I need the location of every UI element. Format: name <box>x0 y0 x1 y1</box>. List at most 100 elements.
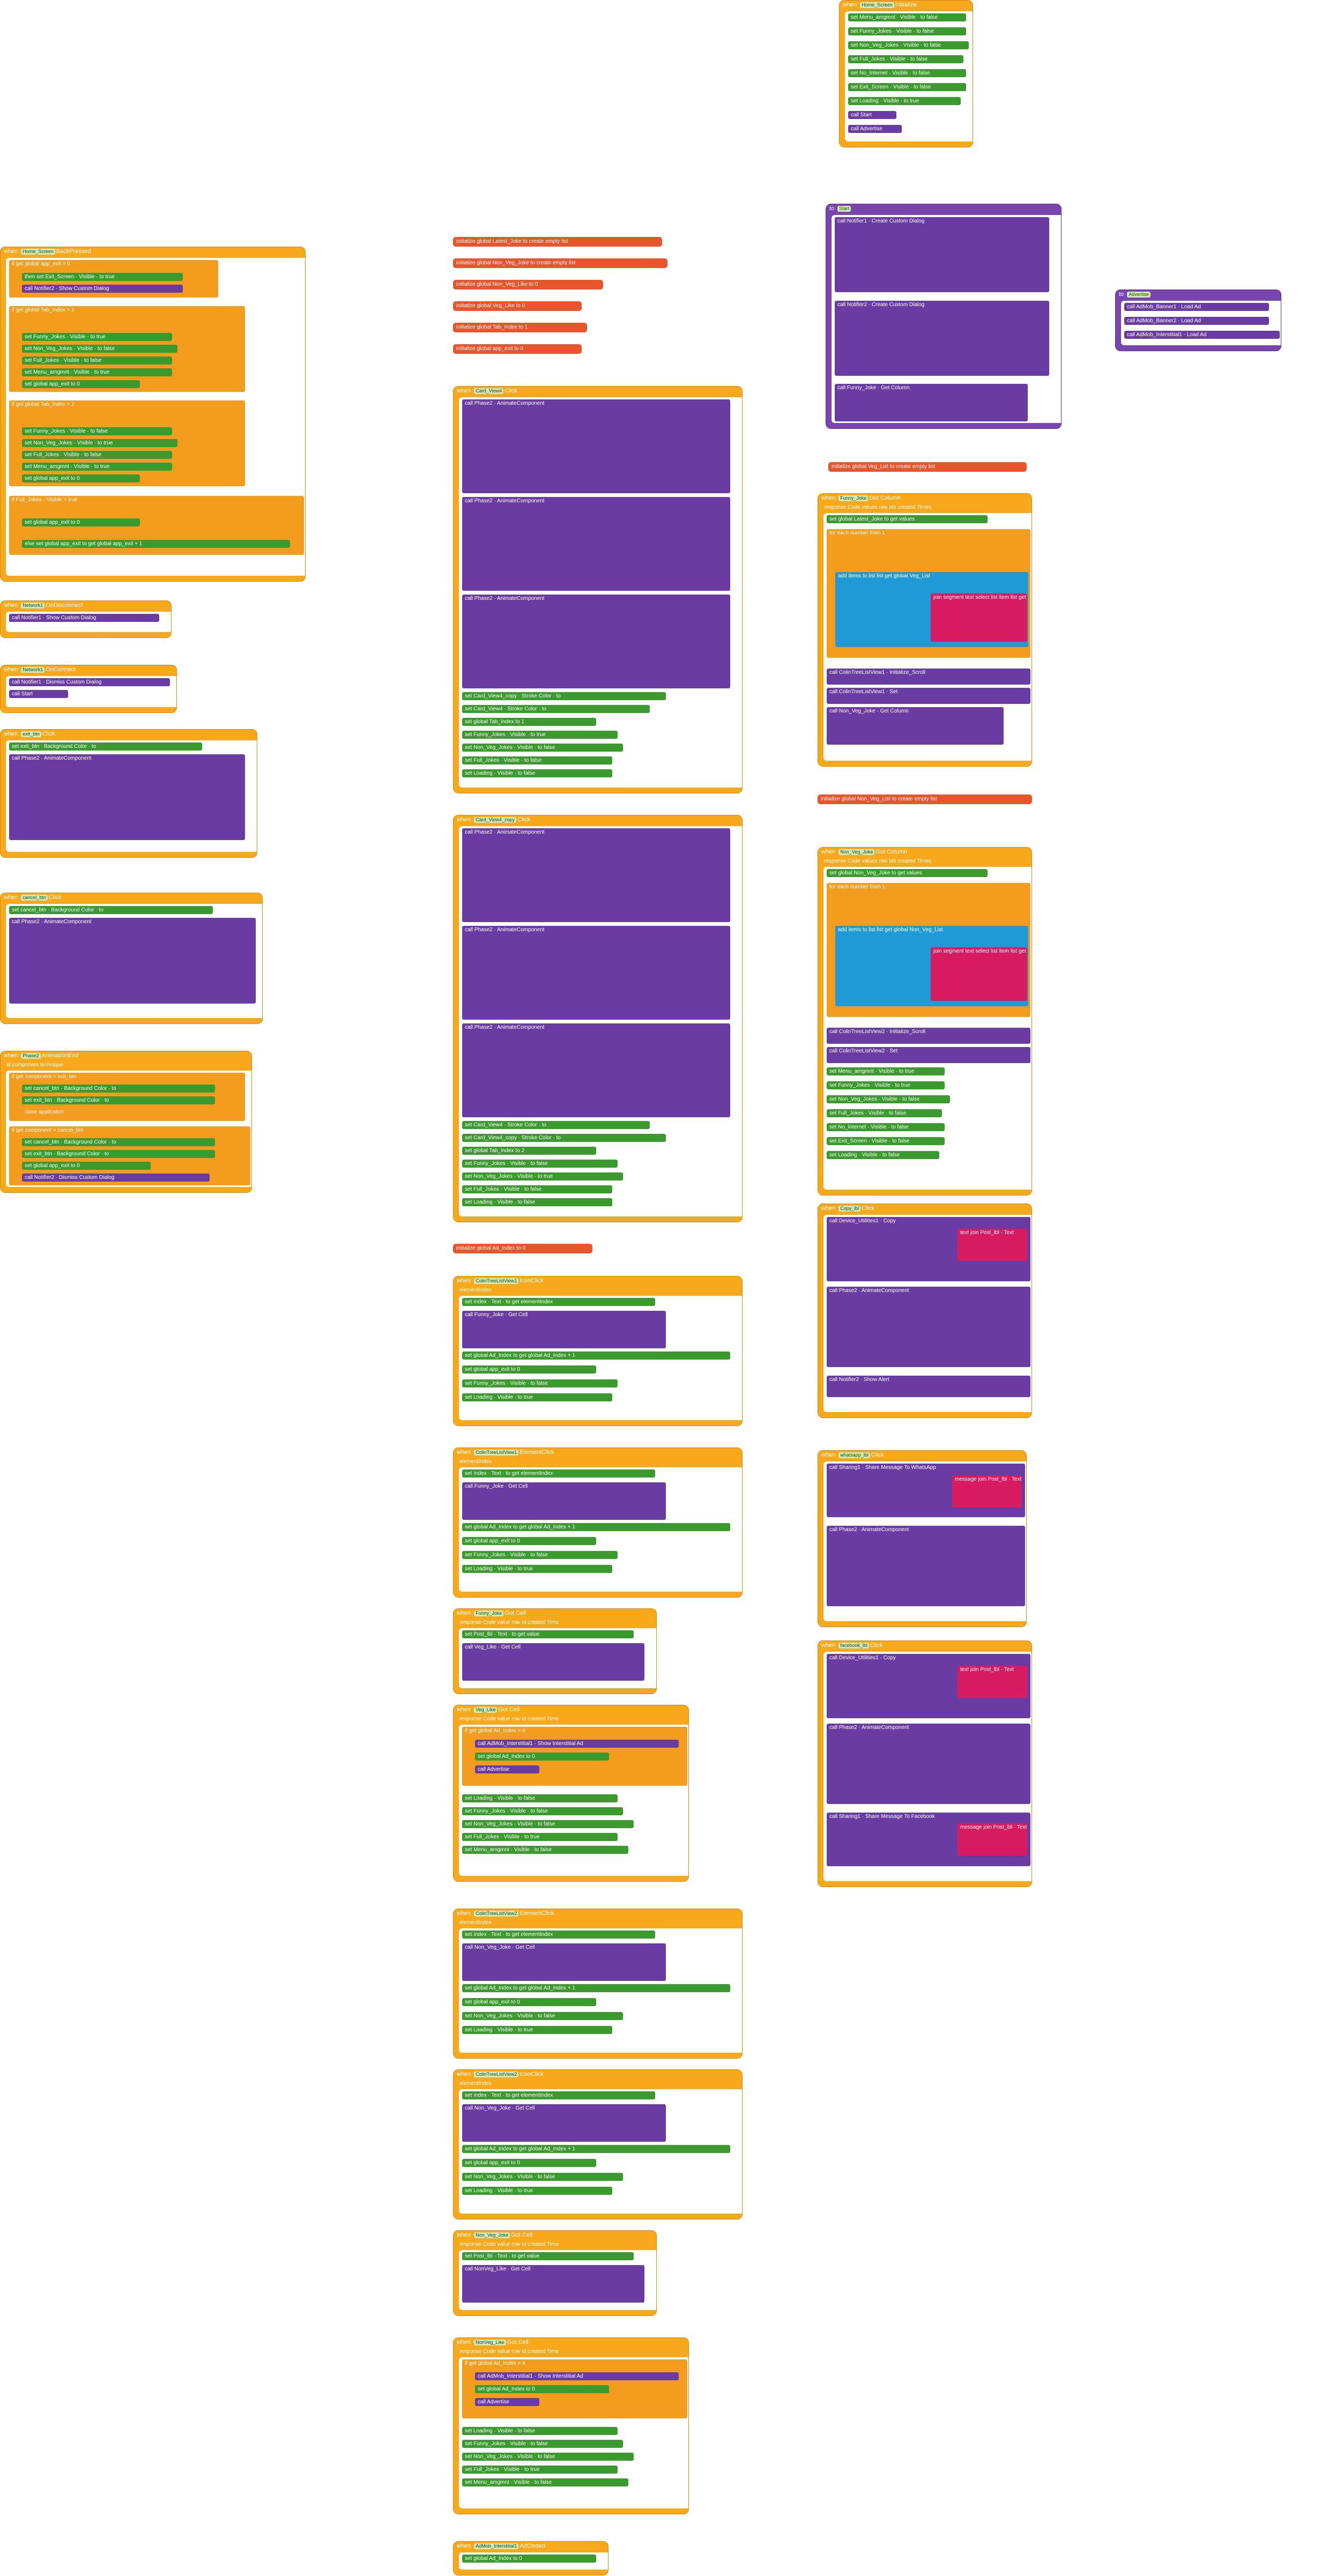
set-funny-jokes-visible[interactable]: set Funny_Jokes · Visible · to false <box>848 27 966 35</box>
init-global-veg-list[interactable]: initialize global Veg_List to create emp… <box>828 462 1027 472</box>
set-exit-screen-visible[interactable]: set Exit_Screen · Visible · to false <box>848 83 966 91</box>
set-cancel-btn-bg-color[interactable]: set cancel_btn · Background Color · to <box>9 906 213 914</box>
set-menu-amgmnt-visible[interactable]: set Menu_amgmnt · Visible · to false <box>848 13 966 21</box>
set-card-view4-copy-stroke[interactable]: set Card_View4_copy · Stroke Color · to <box>462 1134 666 1142</box>
funny-joke-got-column-block[interactable]: when Funny_Joke Got Column response Code v… <box>818 493 1032 767</box>
join-post-text[interactable]: text join Post_lbl · Text <box>958 1666 1027 1698</box>
colin-list1-icon-click-block[interactable]: when ColinTreeListView1 IconClick elementI… <box>453 1276 743 1426</box>
facebook-lbl-click-block[interactable]: when facebook_lbl Click call Device_Utilit… <box>818 1640 1032 1887</box>
set-non-veg-jokes-visible[interactable]: set Non_Veg_Jokes · Visible · to false <box>848 41 969 49</box>
set-global-app-exit[interactable]: set global app_exit to 0 <box>462 2159 596 2167</box>
set-full-jokes-visible[interactable]: set Full_Jokes · Visible · to false <box>827 1109 942 1117</box>
set-loading-visible[interactable]: set Loading · Visible · to true <box>462 1565 612 1573</box>
call-colintreelistview2-set[interactable]: call ColinTreeListView2 · Set <box>827 1047 1030 1063</box>
call-sharing-facebook[interactable]: call Sharing1 · Share Message To Faceboo… <box>827 1813 1030 1866</box>
veg-like-got-cell-block[interactable]: when Veg_Like Got Cell response Code value… <box>453 1705 689 1882</box>
init-global-non-veg-list[interactable]: initialize global Non_Veg_List to create… <box>818 795 1032 804</box>
set-global-ad-index[interactable]: set global Ad_Index to 0 <box>475 1753 609 1761</box>
set-full-jokes-visible[interactable]: set Full_Jokes · Visible · to false <box>462 1185 612 1193</box>
call-veg-like-get-cell[interactable]: call Veg_Like · Get Cell <box>462 1643 644 1681</box>
set-cancel-btn-bg-color[interactable]: set cancel_btn · Background Color · to <box>22 1085 215 1093</box>
set-global-app-exit[interactable]: set global app_exit to 0 <box>462 1998 596 2006</box>
join-segment-text[interactable]: join segment text select list item list … <box>931 947 1027 1001</box>
admob-interstitial-adclosed-block[interactable]: when AdMob_Interstitial1 AdClosed set glob… <box>453 2541 608 2575</box>
set-menu-amgmnt-visible[interactable]: set Menu_amgmnt · Visible · to true <box>827 1067 945 1075</box>
set-loading-visible[interactable]: set Loading · Visible · to true <box>462 2187 612 2195</box>
set-full-jokes-visible[interactable]: set Full_Jokes · Visible · to false <box>848 55 963 63</box>
set-funny-jokes-visible[interactable]: set Funny_Jokes · Visible · to true <box>22 333 172 341</box>
network1-onconnect-block[interactable]: when Network1 OnConnect call Notifier1 · D… <box>0 665 177 713</box>
set-loading-visible[interactable]: set Loading · Visible · to false <box>827 1151 939 1159</box>
init-global-latest-joke[interactable]: initialize global Latest_Joke to create … <box>453 237 662 247</box>
set-global-latest-joke[interactable]: set global Latest_Joke to get values <box>827 515 988 523</box>
set-global-ad-index[interactable]: set global Ad_Index to get global Ad_Ind… <box>462 1523 730 1531</box>
set-global-ad-index[interactable]: set global Ad_Index to get global Ad_Ind… <box>462 2145 730 2153</box>
call-notifier1-show-dialog[interactable]: call Notifier1 · Show Custom Dialog <box>9 614 159 622</box>
call-advertise[interactable]: call Advertise <box>848 125 902 133</box>
init-global-ad-index[interactable]: initialize global Ad_Index to 0 <box>453 1244 592 1253</box>
copy-lbl-click-block[interactable]: when Copy_lbl Click call Device_Utilities1… <box>818 1204 1032 1418</box>
non-veg-joke-got-cell-block[interactable]: when Non_Veg_Joke Got Cell response Code v… <box>453 2230 657 2316</box>
colin-list2-icon-click-block[interactable]: when ColinTreeListView2 IconClick elementI… <box>453 2069 743 2219</box>
set-funny-jokes-visible[interactable]: set Funny_Jokes · Visible · to false <box>22 427 172 435</box>
set-post-lbl-text[interactable]: set Post_lbl · Text · to get value <box>462 1630 634 1638</box>
call-admob-show-interstitial[interactable]: call AdMob_Interstitial1 · Show Intersti… <box>475 2372 679 2380</box>
colin-list1-element-click-block[interactable]: when ColinTreeListView1 ElementClick eleme… <box>453 1447 743 1598</box>
set-loading-visible[interactable]: set Loading · Visible · to true <box>462 1393 612 1401</box>
set-funny-jokes-visible[interactable]: set Funny_Jokes · Visible · to false <box>462 1379 618 1387</box>
set-funny-jokes-visible[interactable]: set Funny_Jokes · Visible · to true <box>827 1081 945 1089</box>
set-non-veg-jokes-visible[interactable]: set Non_Veg_Jokes · Visible · to false <box>462 744 623 752</box>
call-phase2-animate[interactable]: call Phase2 · AnimateComponent <box>9 754 245 840</box>
set-non-veg-jokes-visible[interactable]: set Non_Veg_Jokes · Visible · to true <box>22 439 177 447</box>
set-global-app-exit[interactable]: set global app_exit to 0 <box>22 474 140 482</box>
call-phase2-animate-3[interactable]: call Phase2 · AnimateComponent <box>462 595 730 688</box>
init-global-app-exit[interactable]: initialize global app_exit to 0 <box>453 344 582 354</box>
call-phase2-animate-2[interactable]: call Phase2 · AnimateComponent <box>462 926 730 1020</box>
advertise-procedure-block[interactable]: to Advertise call AdMob_Banner1 · Load Ad… <box>1115 289 1281 351</box>
call-start[interactable]: call Start <box>848 111 896 119</box>
set-loading-visible[interactable]: set Loading · Visible · to false <box>462 1794 618 1802</box>
close-application[interactable]: close application <box>22 1108 108 1116</box>
network1-ondisconnect-block[interactable]: when Network1 OnDisconnect call Notifier1 … <box>0 600 172 638</box>
set-funny-jokes-visible[interactable]: set Funny_Jokes · Visible · to true <box>462 731 618 739</box>
call-phase2-animate[interactable]: call Phase2 · AnimateComponent <box>827 1526 1025 1606</box>
cancel-btn-click-block[interactable]: when cancel_btn Click set cancel_btn · Bac… <box>0 893 263 1024</box>
call-phase2-animate[interactable]: call Phase2 · AnimateComponent <box>9 918 256 1004</box>
set-card-view4-copy-stroke[interactable]: set Card_View4_copy · Stroke Color · to <box>462 692 666 700</box>
set-loading-visible[interactable]: set Loading · Visible · to false <box>462 2427 618 2435</box>
set-full-jokes-visible[interactable]: set Full_Jokes · Visible · to true <box>462 2466 618 2474</box>
card-view4-click-block[interactable]: when Card_View4 Click call Phase2 · Animat… <box>453 386 743 793</box>
call-nonveg-like-get-cell[interactable]: call NonVeg_Like · Get Cell <box>462 2265 644 2303</box>
call-notifier2-dismiss-dialog[interactable]: call Notifier2 · Dismiss Custom Dialog <box>22 1174 210 1182</box>
call-start[interactable]: call Start <box>9 690 68 698</box>
set-global-ad-index[interactable]: set global Ad_Index to 0 <box>462 2555 596 2563</box>
call-notifier1-create-dialog[interactable]: call Notifier1 · Create Custom Dialog <box>835 217 1049 292</box>
set-full-jokes-visible[interactable]: set Full_Jokes · Visible · to false <box>22 357 172 365</box>
call-admob-banner2-load-ad[interactable]: call AdMob_Banner2 · Load Ad <box>1124 317 1269 325</box>
init-global-veg-like[interactable]: initialize global Veg_Like to 0 <box>453 301 582 311</box>
set-loading-visible[interactable]: set Loading · Visible · to true <box>462 2026 612 2034</box>
call-non-veg-joke-get-cell[interactable]: call Non_Veg_Joke · Get Cell <box>462 1943 666 1981</box>
call-notifier2-create-dialog[interactable]: call Notifier2 · Create Custom Dialog <box>835 301 1049 376</box>
call-advertise[interactable]: call Advertise <box>475 2398 539 2406</box>
init-global-non-veg-joke[interactable]: initialize global Non_Veg_Joke to create… <box>453 258 667 268</box>
set-cancel-btn-bg-color[interactable]: set cancel_btn · Background Color · to <box>22 1138 215 1146</box>
set-global-non-veg-joke[interactable]: set global Non_Veg_Joke to get values <box>827 869 988 877</box>
home-screen-initialize-block[interactable]: when Home_Screen Initialize set Menu_amgmn… <box>839 0 973 147</box>
set-exit-btn-bg-color[interactable]: set exit_btn · Background Color · to <box>22 1096 215 1104</box>
funny-joke-got-cell-block[interactable]: when Funny_Joke Got Cell response Code val… <box>453 1608 657 1694</box>
phase2-animation-end-block[interactable]: when Phase2 AnimationEnd id component tech… <box>0 1051 252 1193</box>
set-full-jokes-visible[interactable]: set Full_Jokes · Visible · to false <box>22 451 172 459</box>
set-global-ad-index[interactable]: set global Ad_Index to get global Ad_Ind… <box>462 1984 730 1992</box>
call-colintreelistview1-set[interactable]: call ColinTreeListView1 · Set <box>827 688 1030 704</box>
call-funny-joke-get-cell[interactable]: call Funny_Joke · Get Cell <box>462 1311 666 1348</box>
set-global-app-exit[interactable]: set global app_exit to 0 <box>462 1365 596 1374</box>
call-phase2-animate-2[interactable]: call Phase2 · AnimateComponent <box>462 497 730 591</box>
set-global-app-exit[interactable]: set global app_exit to 0 <box>22 1162 151 1170</box>
set-non-veg-jokes-visible[interactable]: set Non_Veg_Jokes · Visible · to true <box>462 1172 623 1181</box>
call-phase2-animate-1[interactable]: call Phase2 · AnimateComponent <box>462 828 730 922</box>
call-admob-interstitial1-load-ad[interactable]: call AdMob_Interstitial1 · Load Ad <box>1124 331 1280 339</box>
exit-btn-click-block[interactable]: when exit_btn Click set exit_btn · Backgro… <box>0 729 257 858</box>
set-card-view4-stroke[interactable]: set Card_View4 · Stroke Color · to <box>462 1121 650 1129</box>
